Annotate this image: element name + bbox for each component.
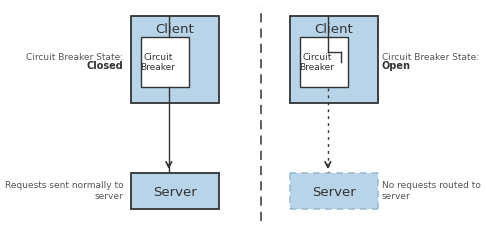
Text: Client: Client <box>156 23 194 36</box>
Text: Client: Client <box>314 23 353 36</box>
Text: Circuit Breaker State:: Circuit Breaker State: <box>26 52 123 61</box>
Text: No requests routed to
server: No requests routed to server <box>382 181 481 200</box>
Bar <box>290 17 378 103</box>
Text: Open: Open <box>382 61 411 71</box>
Bar <box>131 173 219 210</box>
Bar <box>290 173 378 210</box>
Bar <box>300 38 348 87</box>
Bar <box>131 17 219 103</box>
Text: Server: Server <box>312 185 356 198</box>
Text: Circuit
Breaker: Circuit Breaker <box>140 53 175 72</box>
Text: Server: Server <box>153 185 197 198</box>
Text: Closed: Closed <box>87 61 123 71</box>
Text: Circuit
Breaker: Circuit Breaker <box>299 53 334 72</box>
Text: Requests sent normally to
server: Requests sent normally to server <box>5 181 123 200</box>
Text: Circuit Breaker State:: Circuit Breaker State: <box>382 52 479 61</box>
Bar <box>141 38 189 87</box>
